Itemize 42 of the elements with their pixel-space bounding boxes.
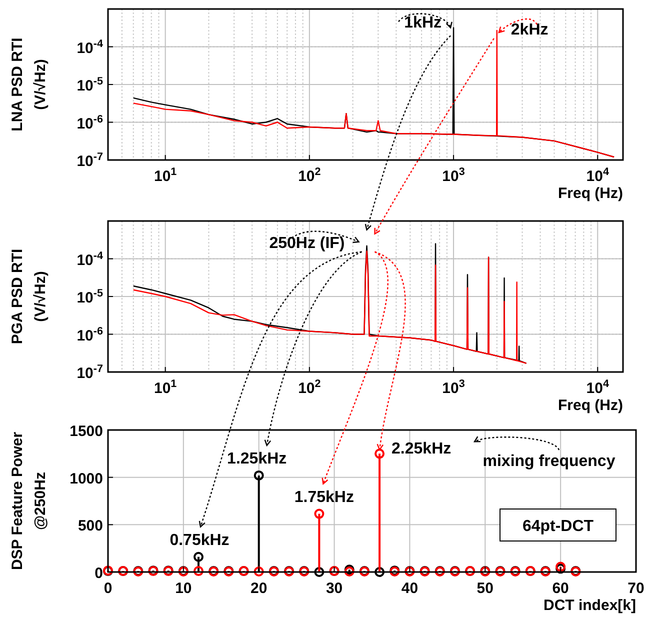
y-axis-title: PGA PSD RTI (V/√Hz) [9, 248, 49, 344]
annotation: 0.75kHz [170, 532, 230, 549]
y-axis-title: DSP Feature Power @250Hz [9, 432, 49, 570]
y-tick-label: 10$^{-7}$ [76, 363, 103, 382]
x-tick-label: 30 [326, 580, 343, 597]
annotation: 2.25kHz [392, 440, 452, 458]
x-tick-label: 20 [250, 580, 268, 597]
x-tick-label: 40 [401, 580, 418, 597]
y-tick-label: 10$^{-5}$ [76, 288, 103, 306]
y-tick-label: 500 [78, 518, 103, 535]
annotation: 1kHz [404, 14, 442, 32]
y-tick-label: 1500 [70, 423, 103, 440]
annotation: 1.25kHz [227, 450, 287, 468]
y-tick-label: 10$^{-4}$ [76, 38, 103, 57]
x-tick-label: 10 [175, 580, 192, 597]
annotation: 64pt-DCT [522, 518, 594, 535]
annotation: 1.75kHz [294, 488, 354, 506]
y-tick-label: 1000 [70, 470, 103, 488]
x-tick-label: 10$^{1}$ [154, 378, 177, 397]
y-tick-label: 0 [94, 565, 103, 582]
y-tick-label: 10$^{-4}$ [76, 250, 103, 269]
x-tick-label: 10$^{4}$ [586, 378, 609, 397]
x-tick-label: 10$^{3}$ [442, 378, 465, 397]
x-axis-title: Freq (Hz) [558, 185, 623, 202]
x-tick-label: 60 [552, 580, 569, 597]
x-tick-label: 10$^{4}$ [586, 166, 609, 185]
x-tick-label: 10$^{2}$ [298, 166, 321, 185]
annotation: 2kHz [510, 21, 548, 38]
y-tick-label: 10$^{-7}$ [76, 151, 103, 170]
x-axis-title: DCT index[k] [543, 597, 636, 614]
x-tick-label: 10$^{3}$ [442, 166, 465, 185]
x-tick-label: 50 [476, 580, 494, 597]
y-axis-title: LNA PSD RTI (V/√Hz) [9, 38, 49, 132]
x-axis-title: Freq (Hz) [558, 397, 623, 414]
y-tick-label: 10$^{-6}$ [76, 113, 103, 132]
y-tick-label: 10$^{-5}$ [76, 76, 103, 94]
y-tick-label: 10$^{-6}$ [76, 325, 103, 344]
x-tick-label: 10$^{2}$ [298, 378, 321, 397]
x-tick-label: 70 [628, 580, 644, 597]
annotation: 250Hz (IF) [269, 234, 345, 252]
x-tick-label: 10$^{1}$ [154, 166, 177, 185]
annotation: mixing frequency [482, 453, 616, 470]
